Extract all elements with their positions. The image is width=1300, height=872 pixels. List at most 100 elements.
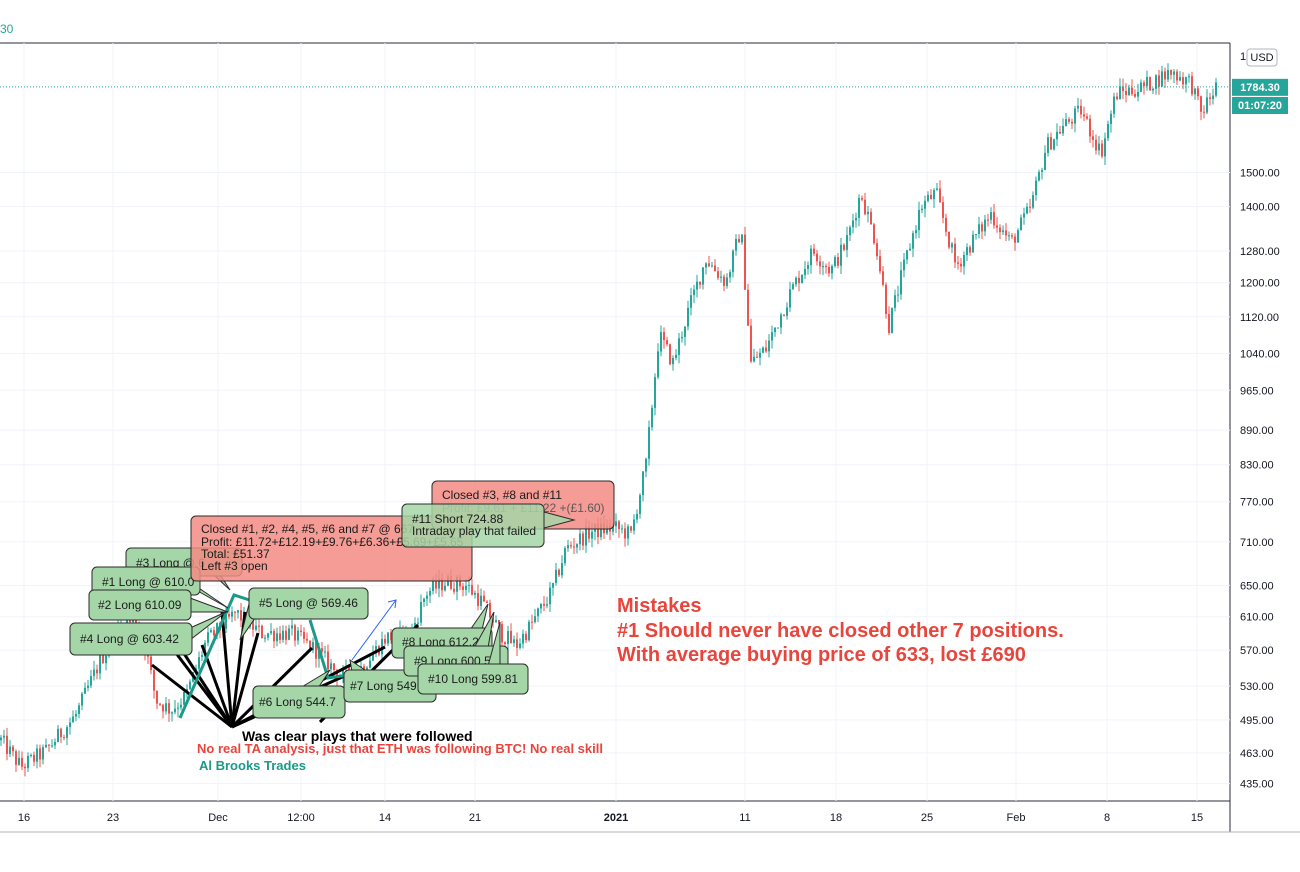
candle <box>174 699 176 715</box>
candle <box>948 231 950 250</box>
candle <box>1101 140 1103 159</box>
fan-line[interactable] <box>220 611 234 728</box>
trade-label-box[interactable] <box>417 663 529 695</box>
candle <box>759 348 761 366</box>
candle <box>1008 231 1010 241</box>
candle <box>162 703 164 719</box>
annotation-clear-plays: Was clear plays that were followed <box>242 728 473 744</box>
candle <box>621 524 623 534</box>
candle <box>933 188 935 208</box>
candle <box>1062 118 1064 136</box>
trade-label-box[interactable] <box>88 589 192 621</box>
candle <box>942 196 944 224</box>
candle <box>1170 69 1172 80</box>
trade-label-box[interactable] <box>248 587 369 620</box>
price-scale[interactable]: 1500.00 1400.00 1280.00 1200.00 1120.00 1040.… <box>1240 168 1280 791</box>
candle <box>90 670 92 689</box>
candle <box>1029 198 1031 213</box>
trade-label-box[interactable] <box>69 622 193 656</box>
candle <box>1152 87 1154 95</box>
candle <box>1107 120 1109 141</box>
candle <box>9 740 11 757</box>
candle <box>990 207 992 224</box>
price-tick-label: 1280.00 <box>1240 246 1280 258</box>
candle <box>576 543 578 554</box>
mistakes-line: #1 Should never have closed other 7 posi… <box>617 620 1064 642</box>
candle <box>666 336 668 347</box>
candle <box>384 634 386 646</box>
candle <box>720 270 722 283</box>
candle <box>1002 225 1004 236</box>
callout-line: #11 Short 724.88 <box>412 512 504 526</box>
candle <box>633 514 635 535</box>
candle <box>981 221 983 240</box>
candle <box>1176 69 1178 85</box>
candle <box>783 314 785 317</box>
callout-line: Left #3 open <box>201 559 268 573</box>
candle <box>156 690 158 710</box>
fan-line[interactable] <box>151 663 233 729</box>
fan-line[interactable] <box>181 651 234 728</box>
candle <box>858 194 860 227</box>
fan-line[interactable] <box>230 632 260 728</box>
candle <box>534 608 536 624</box>
currency-label: USD <box>1250 52 1273 64</box>
callout-box[interactable] <box>401 503 545 548</box>
candle <box>807 261 809 275</box>
candle <box>258 618 260 633</box>
candle <box>237 609 239 619</box>
candle <box>510 623 512 644</box>
candle <box>1053 138 1055 151</box>
candle <box>567 539 569 552</box>
annotation-no-ta: No real TA analysis, just that ETH was f… <box>197 741 603 756</box>
candle <box>1044 145 1046 171</box>
candle <box>915 225 917 239</box>
time-scale[interactable]: 16 23 Dec 12:00 14 21 2021 11 18 25 Feb 8 15 <box>18 812 1203 824</box>
trade-label-text: #4 Long @ 603.42 <box>80 632 179 646</box>
candle <box>582 530 584 551</box>
candle <box>1077 97 1079 113</box>
candle <box>489 599 491 619</box>
candle <box>1158 69 1160 95</box>
candle <box>843 243 845 252</box>
price-tick-label: 710.00 <box>1240 537 1274 549</box>
candle <box>1140 79 1142 93</box>
candle <box>753 348 755 363</box>
candle <box>738 234 740 243</box>
mistakes-title: Mistakes <box>617 595 702 617</box>
currency-button[interactable] <box>1246 48 1278 67</box>
trade-label-box[interactable] <box>252 685 346 719</box>
candle <box>993 203 995 229</box>
candle <box>927 191 929 203</box>
candle <box>1185 76 1187 93</box>
candle <box>663 327 665 349</box>
candle <box>30 753 32 758</box>
header-price-fragment: 30 <box>0 22 14 36</box>
callout-short[interactable]: #11 Short 724.88 Intraday play that fail… <box>401 503 576 548</box>
candle <box>789 281 791 312</box>
candle <box>1134 89 1136 98</box>
candle <box>966 243 968 262</box>
candle <box>999 224 1001 240</box>
candle <box>546 596 548 609</box>
arrow-line[interactable] <box>351 599 397 661</box>
candle <box>714 259 716 272</box>
candle <box>45 738 47 749</box>
candle <box>375 640 377 658</box>
candle <box>1065 113 1067 127</box>
candle <box>306 632 308 644</box>
price-tick-label: 1200.00 <box>1240 278 1280 290</box>
candle <box>1032 191 1034 210</box>
candle <box>918 201 920 239</box>
last-price-label: 1784.30 <box>1240 82 1280 94</box>
candle <box>756 351 758 359</box>
trade-label-text: #10 Long 599.81 <box>428 672 518 686</box>
candle <box>72 710 74 723</box>
candle <box>828 261 830 277</box>
candle <box>255 619 257 632</box>
candle <box>642 470 644 502</box>
trade-label-text: #7 Long 549.79 <box>350 679 434 693</box>
candle <box>477 584 479 611</box>
